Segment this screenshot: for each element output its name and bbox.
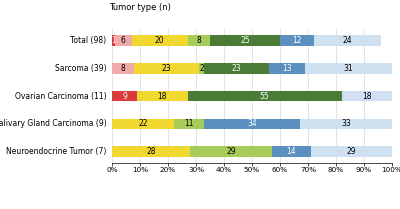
Text: 22: 22 bbox=[138, 119, 148, 128]
Bar bbox=[199, 63, 204, 74]
Bar bbox=[190, 146, 272, 157]
Text: 25: 25 bbox=[240, 36, 250, 45]
Bar bbox=[204, 63, 269, 74]
Text: 34: 34 bbox=[247, 119, 257, 128]
Bar bbox=[134, 63, 199, 74]
Bar bbox=[137, 91, 188, 101]
Text: 14: 14 bbox=[286, 147, 296, 156]
Bar bbox=[305, 63, 392, 74]
Text: 11: 11 bbox=[184, 119, 194, 128]
Bar bbox=[112, 35, 115, 46]
Text: 6: 6 bbox=[121, 36, 126, 45]
Text: 13: 13 bbox=[282, 64, 292, 73]
Bar bbox=[188, 35, 210, 46]
Bar bbox=[112, 91, 137, 101]
Bar bbox=[269, 63, 305, 74]
Bar bbox=[112, 119, 174, 129]
Text: 20: 20 bbox=[155, 36, 164, 45]
Text: Tumor type (n): Tumor type (n) bbox=[109, 3, 171, 12]
Text: 2: 2 bbox=[199, 64, 204, 73]
Text: 29: 29 bbox=[346, 147, 356, 156]
Bar bbox=[272, 146, 311, 157]
Bar bbox=[300, 119, 392, 129]
Bar bbox=[112, 63, 134, 74]
Text: 18: 18 bbox=[158, 92, 167, 101]
Bar bbox=[204, 119, 300, 129]
Text: 8: 8 bbox=[121, 64, 126, 73]
Text: 1: 1 bbox=[111, 36, 116, 45]
Text: 12: 12 bbox=[292, 36, 302, 45]
Text: 29: 29 bbox=[226, 147, 236, 156]
Bar bbox=[210, 35, 280, 46]
Bar bbox=[174, 119, 204, 129]
Text: 33: 33 bbox=[341, 119, 351, 128]
Bar bbox=[311, 146, 392, 157]
Text: 28: 28 bbox=[146, 147, 156, 156]
Bar bbox=[115, 35, 132, 46]
Bar bbox=[342, 91, 392, 101]
Bar bbox=[314, 35, 381, 46]
Text: 23: 23 bbox=[232, 64, 242, 73]
Bar bbox=[132, 35, 188, 46]
Text: 24: 24 bbox=[342, 36, 352, 45]
Text: 18: 18 bbox=[362, 92, 372, 101]
Text: 55: 55 bbox=[260, 92, 270, 101]
Bar bbox=[188, 91, 342, 101]
Bar bbox=[112, 146, 190, 157]
Bar bbox=[280, 35, 314, 46]
Text: 31: 31 bbox=[344, 64, 354, 73]
Text: 23: 23 bbox=[162, 64, 172, 73]
Text: 8: 8 bbox=[196, 36, 201, 45]
Text: 9: 9 bbox=[122, 92, 127, 101]
